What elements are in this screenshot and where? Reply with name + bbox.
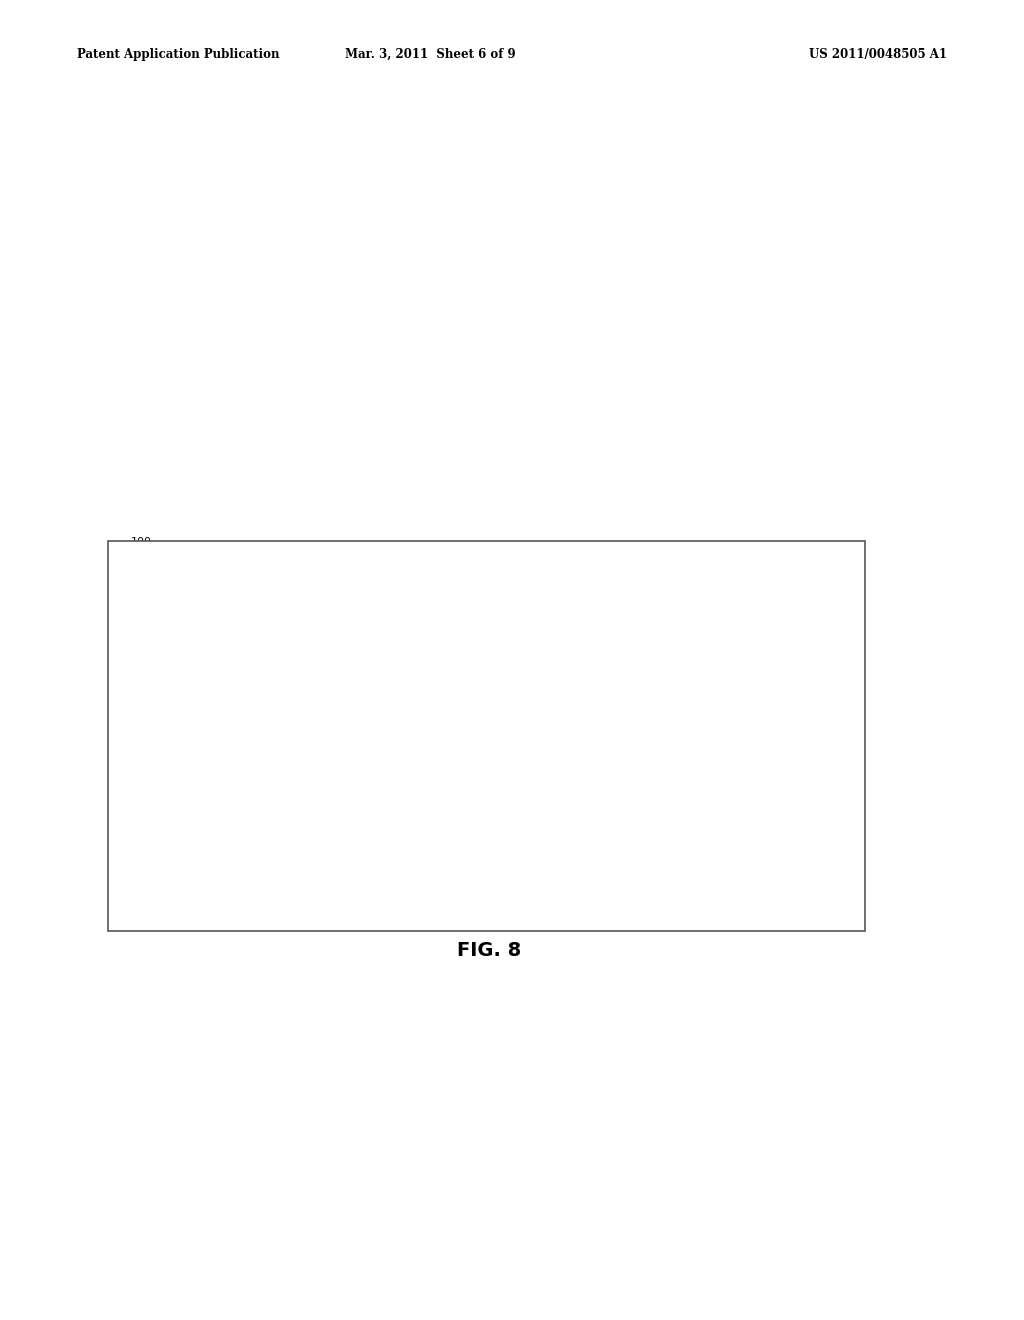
Text: US 2011/0048505 A1: US 2011/0048505 A1 xyxy=(809,48,947,61)
Y-axis label: Optical Transmission (%): Optical Transmission (%) xyxy=(116,626,125,780)
Text: FIG. 8: FIG. 8 xyxy=(458,941,521,960)
Text: Patent Application Publication: Patent Application Publication xyxy=(77,48,280,61)
Text: Mar. 3, 2011  Sheet 6 of 9: Mar. 3, 2011 Sheet 6 of 9 xyxy=(345,48,515,61)
X-axis label: Wavelength (nm): Wavelength (nm) xyxy=(424,887,539,900)
